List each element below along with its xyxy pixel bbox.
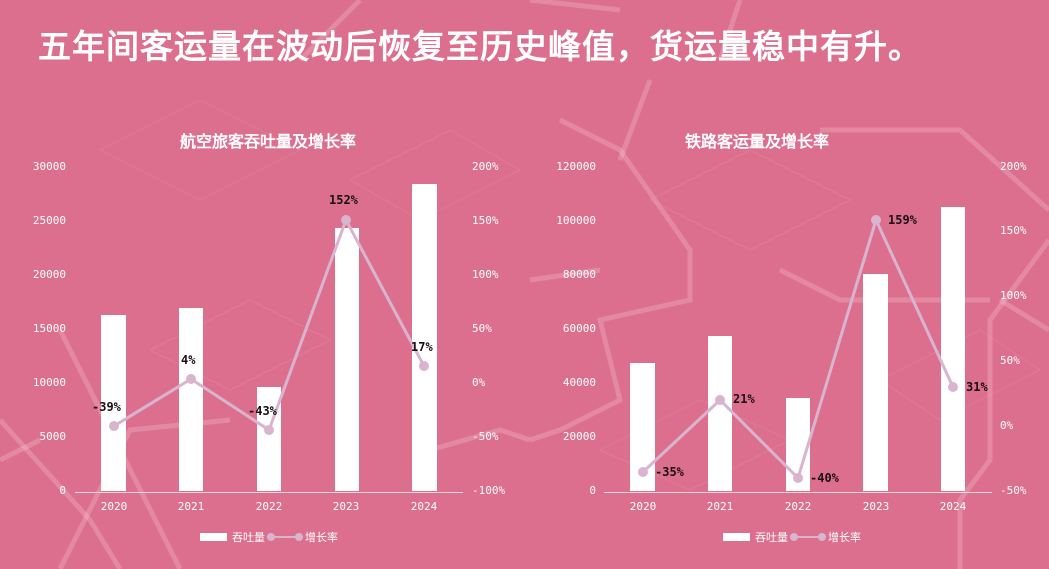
data-label: 4% bbox=[181, 353, 196, 367]
legend-bar-label[interactable]: 吞吐量 bbox=[232, 531, 265, 544]
right-axis-tick: 200% bbox=[472, 160, 499, 173]
data-label: 31% bbox=[966, 380, 988, 394]
left-axis-tick: 10000 bbox=[32, 376, 66, 389]
left-axis-tick: 0 bbox=[589, 484, 596, 497]
x-axis-line bbox=[75, 492, 463, 493]
left-axis-tick: 100000 bbox=[556, 214, 596, 227]
x-axis-tick: 2020 bbox=[100, 500, 128, 513]
left-axis-tick: 120000 bbox=[556, 160, 596, 173]
x-axis-tick: 2021 bbox=[177, 500, 205, 513]
x-axis-line bbox=[604, 492, 992, 493]
chart-title: 航空旅客吞吐量及增长率 bbox=[179, 132, 357, 151]
left-axis-tick: 30000 bbox=[32, 160, 66, 173]
right-axis-tick: -50% bbox=[1000, 484, 1027, 497]
data-label: 152% bbox=[329, 193, 358, 207]
right-axis-tick: 150% bbox=[472, 214, 499, 227]
left-axis-tick: 5000 bbox=[39, 430, 67, 443]
right-axis-tick: 100% bbox=[1000, 289, 1027, 302]
right-axis-tick: 50% bbox=[1000, 354, 1020, 367]
bar-2023 bbox=[863, 274, 888, 491]
right-axis-tick: 0% bbox=[472, 376, 486, 389]
left-axis-tick: 25000 bbox=[32, 214, 66, 227]
left-axis-tick: 20000 bbox=[562, 430, 596, 443]
legend-line-label[interactable]: 增长率 bbox=[828, 531, 861, 544]
data-label: -39% bbox=[92, 400, 121, 414]
legend-bar-label[interactable]: 吞吐量 bbox=[755, 531, 788, 544]
bar-2023 bbox=[335, 228, 359, 491]
right-axis-tick: 150% bbox=[1000, 224, 1027, 237]
chart-title: 铁路客运量及增长率 bbox=[684, 132, 830, 151]
chart-legend: 吞吐量 增长率 bbox=[200, 529, 338, 545]
x-axis-tick: 2023 bbox=[332, 500, 360, 513]
left-axis-tick: 20000 bbox=[32, 268, 66, 281]
page-headline: 五年间客运量在波动后恢复至历史峰值，货运量稳中有升。 bbox=[38, 27, 922, 66]
legend-bar-swatch bbox=[200, 533, 227, 541]
right-axis-tick: -50% bbox=[472, 430, 499, 443]
left-axis-tick: 15000 bbox=[32, 322, 66, 335]
right-axis-tick: 100% bbox=[472, 268, 499, 281]
x-axis-tick: 2023 bbox=[862, 500, 890, 513]
left-axis-tick: 40000 bbox=[562, 376, 596, 389]
chart-legend: 吞吐量 增长率 bbox=[723, 529, 861, 545]
bar-2021 bbox=[708, 336, 732, 491]
left-axis-tick: 0 bbox=[59, 484, 66, 497]
right-axis-tick: 0% bbox=[1000, 419, 1014, 432]
x-axis-tick: 2020 bbox=[629, 500, 657, 513]
bar-2024 bbox=[412, 184, 437, 491]
right-axis-tick: -100% bbox=[472, 484, 506, 497]
data-label: -35% bbox=[655, 465, 684, 479]
right-axis-tick: 200% bbox=[1000, 160, 1027, 173]
data-label: 159% bbox=[888, 213, 917, 227]
x-axis-tick: 2024 bbox=[410, 500, 438, 513]
data-label: 21% bbox=[733, 392, 755, 406]
left-axis-tick: 60000 bbox=[562, 322, 596, 335]
data-label: 17% bbox=[411, 340, 433, 354]
bar-2020 bbox=[101, 315, 126, 491]
legend-line-label[interactable]: 增长率 bbox=[305, 531, 338, 544]
bar-2021 bbox=[179, 308, 203, 491]
x-axis-tick: 2024 bbox=[939, 500, 967, 513]
left-axis-tick: 80000 bbox=[562, 268, 596, 281]
bar-2024 bbox=[941, 207, 965, 491]
x-axis-tick: 2022 bbox=[784, 500, 812, 513]
legend-line-swatch bbox=[790, 533, 826, 541]
data-label: -43% bbox=[248, 404, 277, 418]
legend-bar-swatch bbox=[723, 533, 750, 541]
x-axis-tick: 2021 bbox=[706, 500, 734, 513]
legend-line-swatch bbox=[267, 533, 303, 541]
data-label: -40% bbox=[810, 471, 839, 485]
right-axis-tick: 50% bbox=[472, 322, 492, 335]
x-axis-tick: 2022 bbox=[255, 500, 283, 513]
